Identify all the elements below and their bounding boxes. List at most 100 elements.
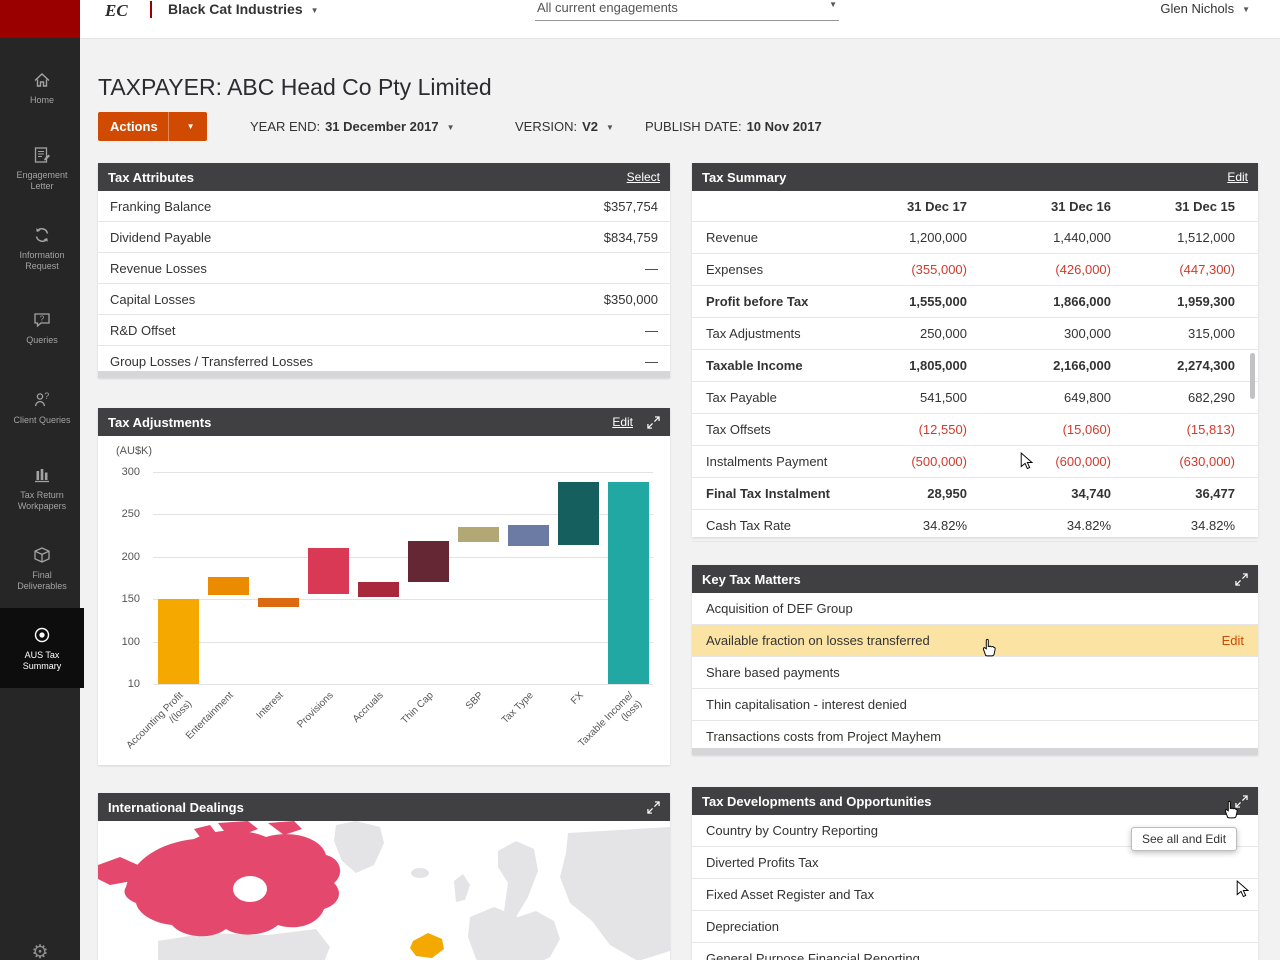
edit-link[interactable]: Edit [1227,170,1248,184]
chevron-down-icon: ▼ [446,123,455,133]
waterfall-bar[interactable] [407,540,449,583]
alaska-region[interactable] [98,857,138,885]
vertical-scrollbar-thumb[interactable] [1250,353,1255,399]
cell-value: (500,000) [911,454,967,469]
cell-value: 649,800 [1064,390,1111,405]
y-axis-label: 250 [121,508,140,521]
tax-development-row[interactable]: Country by Country Reporting [692,815,1258,847]
tax-summary-row: Revenue 1,200,000 1,440,000 1,512,000 [692,222,1258,254]
cell-value: 28,950 [927,486,967,501]
version-select[interactable]: VERSION: V2 ▼ [515,119,614,134]
cell-value: (630,000) [1179,454,1235,469]
attribute-value: — [645,260,658,276]
expand-icon[interactable] [1235,794,1248,808]
tax-attributes-panel: Tax Attributes Select Franking Balance $3… [98,163,670,378]
sidebar-item-label: AUS Tax Summary [22,649,62,671]
waterfall-bar[interactable] [507,525,549,546]
attribute-value: $350,000 [603,291,658,307]
sidebar-item-client-queries[interactable]: ? Client Queries [0,368,84,448]
edit-link[interactable]: Edit [612,415,633,429]
uk-region [454,874,470,902]
question-bubble-icon: ? [32,310,52,330]
attribute-label: Capital Losses [110,291,196,307]
sidebar-item-aus-tax-summary[interactable]: AUS Tax Summary [0,608,84,688]
y-axis-label: 300 [121,466,140,478]
y-axis-label: 100 [121,635,140,648]
key-tax-matter-row[interactable]: Thin capitalisation - interest denied [692,689,1258,721]
attribute-value: — [645,322,658,338]
row-label: Expenses [706,262,764,277]
canada-region[interactable] [124,830,341,937]
cell-value: 34.82% [922,518,967,533]
sidebar: Home Engagement Letter Information Request… [0,0,84,960]
russia-region [560,827,670,960]
waterfall-bar[interactable] [207,577,249,595]
gear-icon[interactable]: ⚙ [31,942,49,960]
chart-unit-label: (AU$K) [116,445,153,457]
tax-development-row[interactable]: Depreciation [692,911,1258,943]
year-end-select[interactable]: YEAR END: 31 December 2017 ▼ [250,119,454,134]
tax-summary-row: Instalments Payment (500,000) (600,000) (63… [692,446,1258,478]
iceland-region [411,868,429,878]
tax-summary-row: Final Tax Instalment 28,950 34,740 36,477 [692,478,1258,510]
arctic-islands-region[interactable] [194,821,302,837]
tax-development-row[interactable]: General Purpose Financial Reporting [692,943,1258,960]
waterfall-bar[interactable] [157,599,199,684]
waterfall-bar[interactable] [557,482,599,545]
tax-summary-row: Tax Payable 541,500 649,800 682,290 [692,382,1258,414]
sidebar-item-engagement-letter[interactable]: Engagement Letter [0,128,84,208]
waterfall-bar[interactable] [457,527,499,543]
engagement-filter-select[interactable]: All current engagements ▼ [535,0,839,21]
column-header: 31 Dec 15 [1175,198,1235,214]
key-tax-matter-row[interactable]: Acquisition of DEF Group [692,593,1258,625]
horizontal-scrollbar[interactable] [98,371,670,378]
matter-label: Available fraction on losses transferred [706,633,930,648]
sidebar-item-label: Engagement Letter [16,169,68,191]
cell-value: 541,500 [920,390,967,405]
key-tax-matter-row[interactable]: Available fraction on losses transferred… [692,625,1258,657]
tax-attribute-row: Franking Balance $357,754 [98,191,670,222]
cell-value: 682,290 [1188,390,1235,405]
tax-adjustments-panel: Tax Adjustments Edit (AU$K) 10 100 150 200 2… [98,408,670,765]
cell-value: (355,000) [911,262,967,277]
publish-date: PUBLISH DATE: 10 Nov 2017 [645,119,822,134]
tax-development-row[interactable]: Fixed Asset Register and Tax [692,879,1258,911]
panel-title: International Dealings [108,799,244,815]
user-menu[interactable]: Glen Nichols ▼ [1160,1,1250,16]
tax-development-row[interactable]: Diverted Profits Tax [692,847,1258,879]
tax-summary-row: Expenses (355,000) (426,000) (447,300) [692,254,1258,286]
attribute-value: — [645,353,658,369]
expand-icon[interactable] [1235,572,1248,586]
bar-chart-files-icon [32,465,52,485]
sidebar-item-home[interactable]: Home [0,48,84,128]
tax-summary-row: Taxable Income 1,805,000 2,166,000 2,274,30… [692,350,1258,382]
sidebar-item-queries[interactable]: ? Queries [0,288,84,368]
tax-developments-panel: Tax Developments and Opportunities Count… [692,787,1258,960]
cell-value: 1,805,000 [909,358,967,373]
sidebar-item-tax-return-workpapers[interactable]: Tax Return Workpapers [0,448,84,528]
cell-value: 1,512,000 [1177,230,1235,245]
key-tax-matter-row[interactable]: Share based payments [692,657,1258,689]
sidebar-item-information-request[interactable]: Information Request [0,208,84,288]
tax-attributes-header: Tax Attributes Select [98,163,670,191]
chevron-down-icon: ▼ [186,122,195,131]
expand-icon[interactable] [647,415,660,429]
waterfall-bar[interactable] [257,597,299,607]
gridline [153,684,653,685]
expand-icon[interactable] [647,800,660,814]
tax-developments-rows: Country by Country Reporting Diverted Pro… [692,815,1258,960]
sidebar-item-label: Tax Return Workpapers [17,489,67,511]
package-box-icon [32,545,52,565]
version-label: VERSION: [515,119,578,134]
waterfall-bar[interactable] [357,582,399,598]
waterfall-bar[interactable] [607,482,649,684]
select-link[interactable]: Select [626,170,660,184]
horizontal-scrollbar[interactable] [692,748,1258,755]
actions-button[interactable]: Actions ▼ [98,112,207,141]
ukraine-region[interactable] [410,933,444,958]
waterfall-bar[interactable] [307,548,349,595]
panel-title: Key Tax Matters [702,571,801,587]
company-selector[interactable]: Black Cat Industries ▼ [168,1,319,17]
sidebar-item-final-deliverables[interactable]: Final Deliverables [0,528,84,608]
edit-link[interactable]: Edit [1221,633,1244,648]
